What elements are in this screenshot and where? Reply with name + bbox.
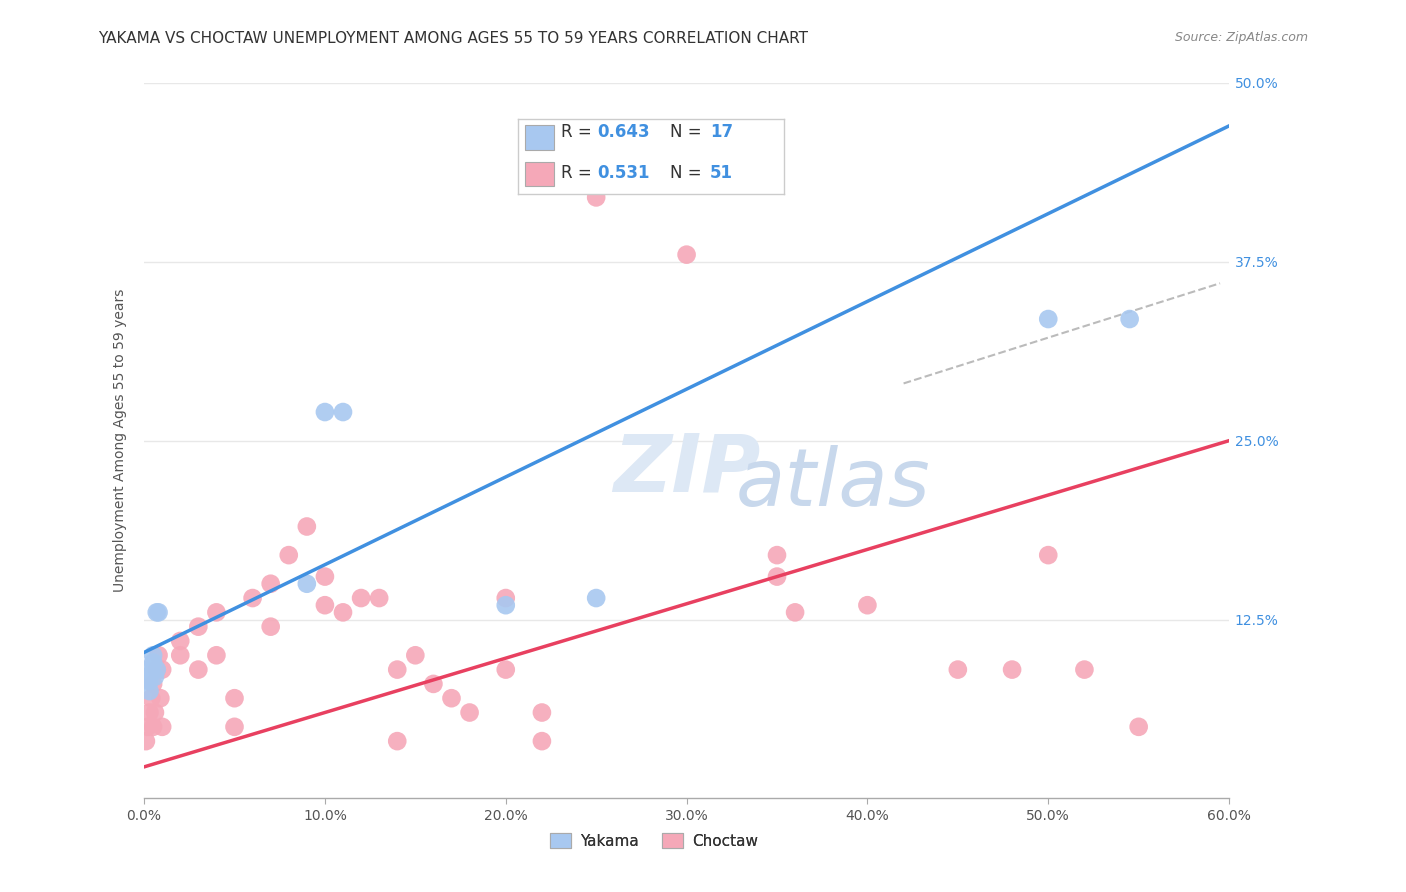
- Point: [136, 663, 159, 677]
- Point: [783, 605, 806, 619]
- Point: [1038, 312, 1060, 326]
- Point: [242, 591, 264, 605]
- Text: YAKAMA VS CHOCTAW UNEMPLOYMENT AMONG AGES 55 TO 59 YEARS CORRELATION CHART: YAKAMA VS CHOCTAW UNEMPLOYMENT AMONG AGE…: [98, 31, 808, 46]
- Point: [1118, 312, 1140, 326]
- Point: [143, 670, 166, 684]
- Point: [530, 706, 553, 720]
- Point: [856, 598, 879, 612]
- Point: [277, 548, 299, 562]
- Point: [495, 598, 517, 612]
- Point: [314, 405, 336, 419]
- Point: [169, 648, 191, 663]
- Point: [205, 605, 228, 619]
- Point: [387, 734, 409, 748]
- Point: [404, 648, 426, 663]
- Point: [295, 519, 318, 533]
- Point: [1038, 548, 1060, 562]
- Point: [169, 634, 191, 648]
- Point: [946, 663, 969, 677]
- Point: [314, 598, 336, 612]
- Point: [138, 684, 160, 698]
- Point: [458, 706, 481, 720]
- Text: ZIP: ZIP: [613, 430, 761, 508]
- Point: [260, 620, 283, 634]
- Point: [224, 720, 246, 734]
- Point: [1001, 663, 1024, 677]
- Point: [332, 405, 354, 419]
- Point: [495, 663, 517, 677]
- Point: [295, 576, 318, 591]
- Point: [440, 691, 463, 706]
- Point: [150, 720, 173, 734]
- Point: [148, 605, 170, 619]
- Point: [1073, 663, 1095, 677]
- Point: [135, 670, 157, 684]
- Point: [138, 673, 160, 688]
- Point: [187, 620, 209, 634]
- Y-axis label: Unemployment Among Ages 55 to 59 years: Unemployment Among Ages 55 to 59 years: [114, 289, 128, 592]
- Point: [585, 190, 607, 204]
- Point: [766, 548, 789, 562]
- Point: [422, 677, 444, 691]
- Point: [368, 591, 391, 605]
- Point: [585, 591, 607, 605]
- Point: [142, 648, 165, 663]
- Point: [205, 648, 228, 663]
- Point: [141, 691, 163, 706]
- Point: [260, 576, 283, 591]
- Point: [145, 663, 167, 677]
- Point: [350, 591, 373, 605]
- Text: atlas: atlas: [735, 444, 931, 523]
- Point: [530, 734, 553, 748]
- Point: [332, 605, 354, 619]
- Point: [150, 663, 173, 677]
- Point: [142, 656, 165, 670]
- Point: [145, 663, 167, 677]
- Point: [1128, 720, 1150, 734]
- Point: [143, 706, 166, 720]
- Point: [314, 569, 336, 583]
- Point: [387, 663, 409, 677]
- Point: [187, 663, 209, 677]
- Point: [136, 720, 159, 734]
- Point: [145, 605, 167, 619]
- Legend: Yakama, Choctaw: Yakama, Choctaw: [544, 828, 765, 855]
- Point: [148, 648, 170, 663]
- Point: [142, 720, 165, 734]
- Point: [224, 691, 246, 706]
- Point: [766, 569, 789, 583]
- Point: [135, 734, 157, 748]
- Point: [142, 677, 165, 691]
- Point: [675, 247, 697, 261]
- Point: [149, 691, 172, 706]
- Point: [495, 591, 517, 605]
- Point: [138, 706, 160, 720]
- Text: Source: ZipAtlas.com: Source: ZipAtlas.com: [1174, 31, 1308, 45]
